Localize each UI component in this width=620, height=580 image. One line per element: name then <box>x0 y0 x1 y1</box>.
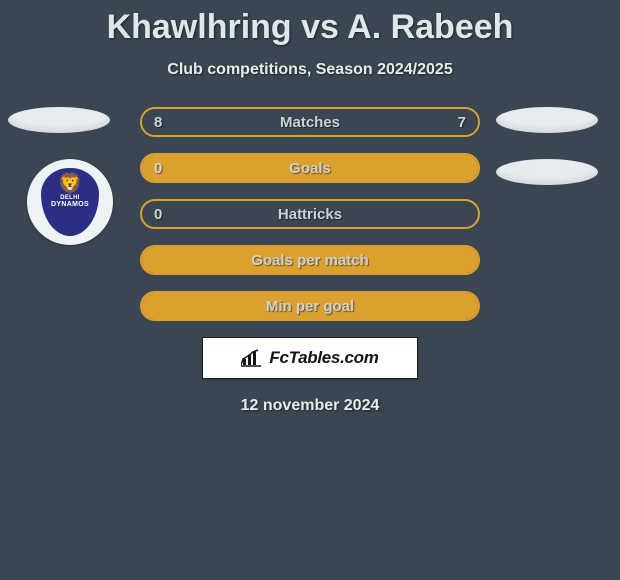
right-player-slot-2 <box>496 159 598 185</box>
stat-row: Goals per match <box>140 245 480 275</box>
stat-label: Hattricks <box>278 206 342 223</box>
barchart-icon <box>241 349 263 367</box>
right-player-slot-1 <box>496 107 598 133</box>
stat-row: Min per goal <box>140 291 480 321</box>
shield-text-bottom: DYNAMOS <box>51 201 89 208</box>
stat-rows: 8 7 Matches 0 Goals 0 Hattricks Goals per match… <box>140 107 480 321</box>
comparison-chart: 🦁 DELHI DYNAMOS 8 7 Matches 0 Goals 0 Hattrick… <box>0 107 620 321</box>
bar-fill-right <box>321 109 478 135</box>
stat-left-value: 0 <box>154 206 162 223</box>
shield-icon: 🦁 DELHI DYNAMOS <box>41 168 99 236</box>
page-title: Khawlhring vs A. Rabeeh <box>0 0 620 47</box>
source-logo-text: FcTables.com <box>269 348 378 368</box>
club-badge: 🦁 DELHI DYNAMOS <box>27 159 113 245</box>
stat-row: 0 Goals <box>140 153 480 183</box>
stat-label: Min per goal <box>266 298 354 315</box>
subtitle: Club competitions, Season 2024/2025 <box>0 61 620 79</box>
stat-row: 0 Hattricks <box>140 199 480 229</box>
stat-right-value: 7 <box>458 114 466 131</box>
stat-label: Goals <box>289 160 331 177</box>
lion-icon: 🦁 <box>58 174 83 194</box>
stat-label: Goals per match <box>251 252 369 269</box>
date-text: 12 november 2024 <box>0 397 620 415</box>
stat-label: Matches <box>280 114 340 131</box>
stat-left-value: 8 <box>154 114 162 131</box>
stat-left-value: 0 <box>154 160 162 177</box>
source-logo-box: FcTables.com <box>202 337 418 379</box>
stat-row: 8 7 Matches <box>140 107 480 137</box>
left-player-slot <box>8 107 110 133</box>
